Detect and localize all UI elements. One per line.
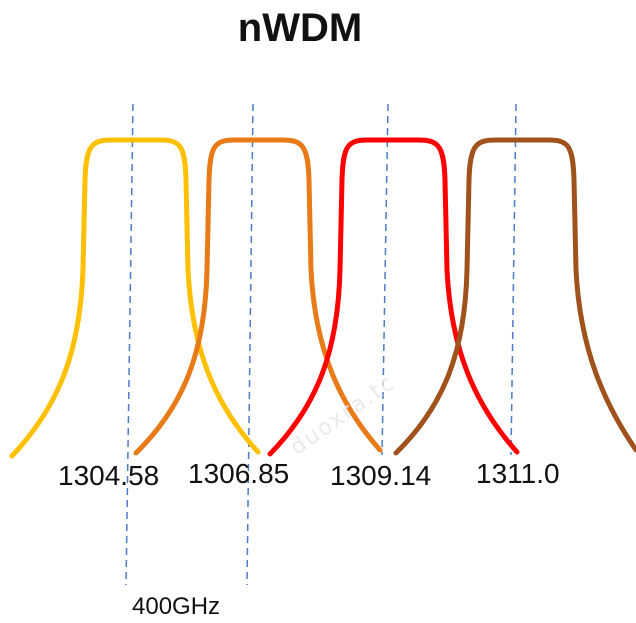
channel-curve-1311-0 [393, 137, 636, 456]
guide-line-3 [381, 103, 389, 456]
channel-curve-1309-14 [267, 137, 520, 457]
diagram-title: nWDM [237, 6, 363, 50]
channel-curve-1304-58 [9, 137, 261, 459]
guide-line-2 [246, 103, 254, 586]
channel-spacing-label: 400GHz [132, 593, 221, 620]
wavelength-label-4: 1311.0 [476, 458, 560, 489]
wavelength-label-3: 1309.14 [330, 460, 432, 491]
wavelength-label-2: 1306.85 [188, 458, 290, 489]
guide-line-1 [125, 103, 134, 586]
wavelength-label-1: 1304.58 [58, 460, 160, 491]
guide-line-4 [510, 103, 517, 456]
